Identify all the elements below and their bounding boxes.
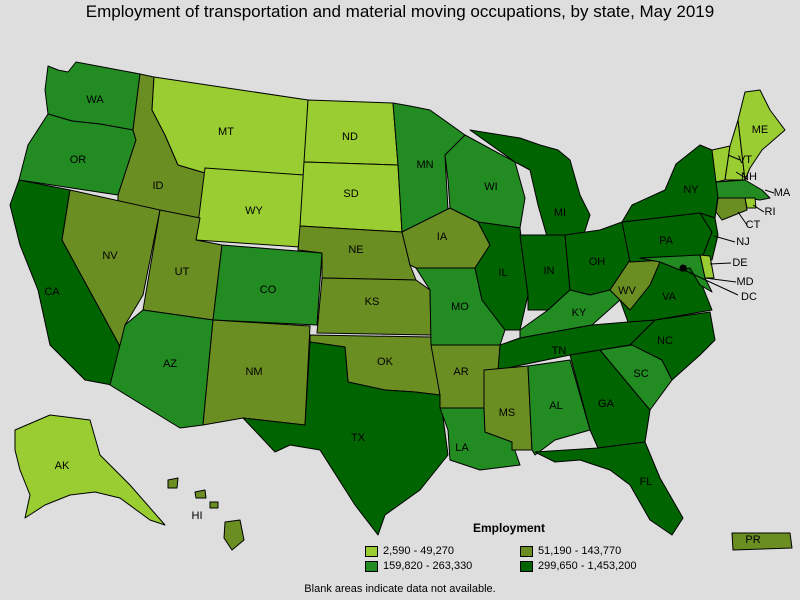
state-label-il: IL: [498, 267, 507, 279]
state-ny: [621, 144, 719, 223]
state-hi: [167, 477, 245, 551]
state-label-mn: MN: [416, 159, 433, 171]
state-label-tx: TX: [351, 432, 366, 444]
state-label-nm: NM: [245, 366, 262, 378]
legend-swatch-4: [520, 560, 533, 572]
state-label-ne: NE: [348, 244, 363, 256]
state-label-nv: NV: [102, 250, 118, 262]
state-label-hi: HI: [192, 510, 203, 522]
leader-line-de: [709, 262, 732, 265]
state-label-ok: OK: [377, 356, 394, 368]
state-nj: [699, 212, 719, 261]
state-label-co: CO: [260, 284, 277, 296]
state-label-nh: NH: [741, 171, 757, 183]
state-pr: [731, 532, 793, 551]
state-label-az: AZ: [163, 358, 177, 370]
state-label-wv: WV: [618, 285, 636, 297]
state-label-md: MD: [736, 276, 753, 288]
state-fl: [534, 441, 684, 536]
legend-label-2: 51,190 - 143,770: [538, 545, 622, 557]
state-label-fl: FL: [640, 476, 653, 488]
state-label-pa: PA: [659, 235, 674, 247]
state-label-ar: AR: [453, 366, 468, 378]
state-label-me: ME: [752, 124, 769, 136]
state-label-vt: VT: [738, 154, 752, 166]
state-label-mi: MI: [554, 207, 566, 219]
state-label-sd: SD: [343, 188, 358, 200]
legend-swatch-3: [365, 560, 378, 572]
state-ma: [715, 179, 771, 201]
state-me: [737, 89, 786, 181]
leader-line-dc: [683, 269, 739, 296]
state-label-sc: SC: [633, 368, 648, 380]
state-label-al: AL: [549, 400, 562, 412]
state-ak: [14, 414, 166, 526]
state-label-nj: NJ: [736, 236, 749, 248]
legend-label-3: 159,820 - 263,330: [383, 560, 473, 572]
state-label-ky: KY: [572, 307, 587, 319]
state-label-wi: WI: [484, 181, 497, 193]
state-label-ri: RI: [765, 206, 776, 218]
legend-item-2: 51,190 - 143,770: [520, 545, 621, 557]
state-md: [639, 254, 713, 293]
state-nc: [629, 311, 716, 381]
state-label-va: VA: [662, 291, 677, 303]
state-label-ms: MS: [499, 407, 516, 419]
state-ct: [715, 197, 748, 221]
state-co: [212, 244, 323, 326]
state-tx: [242, 341, 449, 536]
state-label-tn: TN: [552, 345, 567, 357]
leader-line-ct: [737, 211, 748, 226]
leader-line-nh: [735, 171, 745, 178]
state-label-ma: MA: [774, 187, 791, 199]
state-label-mt: MT: [218, 126, 234, 138]
state-label-or: OR: [70, 154, 87, 166]
legend-swatch-2: [520, 545, 533, 557]
state-label-ks: KS: [365, 296, 380, 308]
state-label-la: LA: [455, 442, 469, 454]
state-label-ny: NY: [683, 184, 699, 196]
leader-line-ma: [764, 189, 775, 194]
state-al: [527, 359, 591, 456]
state-label-mo: MO: [451, 301, 469, 313]
state-label-ut: UT: [175, 266, 190, 278]
state-label-id: ID: [153, 180, 164, 192]
legend-label-1: 2,590 - 49,270: [383, 545, 454, 557]
state-label-ak: AK: [55, 460, 70, 472]
state-label-ca: CA: [44, 286, 60, 298]
state-label-ga: GA: [598, 398, 615, 410]
legend-title: Employment: [473, 521, 546, 535]
state-label-oh: OH: [589, 256, 606, 268]
state-az: [109, 309, 214, 429]
state-mi: [469, 129, 591, 241]
state-label-nc: NC: [657, 335, 673, 347]
map-title: Employment of transportation and materia…: [85, 2, 715, 21]
state-label-wy: WY: [245, 205, 263, 217]
legend-item-3: 159,820 - 263,330: [365, 560, 472, 572]
state-label-wa: WA: [86, 94, 104, 106]
state-label-pr: PR: [745, 534, 760, 546]
legend-swatch-1: [365, 545, 378, 557]
leader-line-ri: [752, 204, 765, 213]
dc-marker: [679, 264, 687, 272]
state-label-in: IN: [544, 265, 555, 277]
leader-line-md: [704, 277, 737, 283]
state-label-dc: DC: [741, 291, 757, 303]
legend-item-4: 299,650 - 1,453,200: [520, 560, 636, 572]
state-label-ct: CT: [746, 219, 761, 231]
footnote: Blank areas indicate data not available.: [304, 583, 496, 595]
leader-line-vt: [727, 154, 741, 161]
state-label-ia: IA: [437, 231, 448, 243]
leader-line-nj: [713, 235, 736, 243]
legend-label-4: 299,650 - 1,453,200: [538, 560, 637, 572]
state-label-de: DE: [732, 257, 747, 269]
legend-item-1: 2,590 - 49,270: [365, 545, 454, 557]
state-label-nd: ND: [342, 131, 358, 143]
